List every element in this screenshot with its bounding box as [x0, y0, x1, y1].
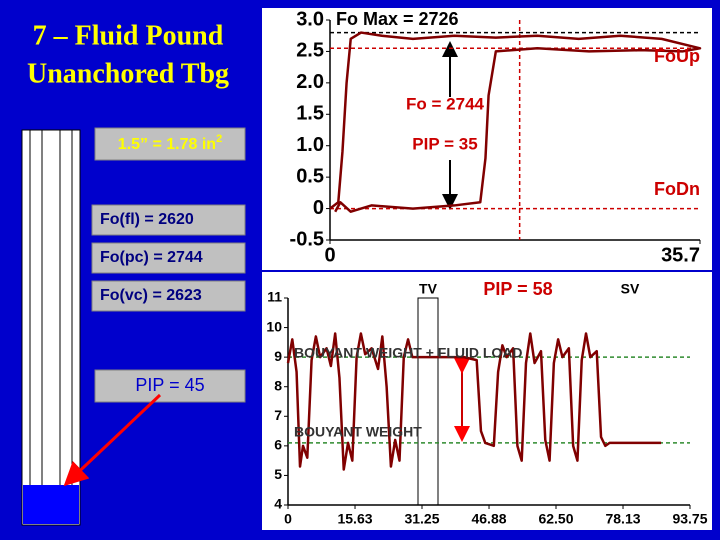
annotation: SV [621, 281, 640, 297]
annotation: BOUYANT WEIGHT + FLUID LOAD [294, 345, 523, 361]
label-box [94, 369, 246, 403]
force-label: Fo(fl) = 2620 [100, 211, 194, 228]
force-label: Fo(vc) = 2623 [100, 287, 202, 304]
y-tick-label: 1.5 [296, 103, 324, 125]
label-box [91, 204, 246, 236]
y-tick-label: 1.0 [296, 134, 324, 156]
y-tick-label: 3.0 [296, 8, 324, 30]
y-tick-label: 8 [274, 377, 282, 393]
y-tick-label: 11 [267, 289, 282, 305]
x-tick-label: 93.75 [672, 511, 707, 527]
x-tick-label: 0 [324, 244, 335, 266]
slide-title: 7 – Fluid Pound [33, 20, 224, 51]
annotation: Fo = 2744 [406, 94, 485, 113]
y-tick-label: 0 [313, 197, 324, 219]
x-tick-label: 62.50 [538, 511, 573, 527]
slide-title: Unanchored Tbg [27, 58, 229, 89]
annotation: BOUYANT WEIGHT [294, 424, 422, 440]
annotation: PIP = 58 [483, 279, 552, 299]
area-sup: 2 [216, 133, 222, 145]
annotation: FoUp [654, 46, 700, 66]
x-tick-label: 31.25 [404, 511, 439, 527]
annotation: Fo Max = 2726 [336, 9, 459, 29]
chart-panel [262, 272, 712, 530]
y-tick-label: 2.5 [296, 40, 324, 62]
y-tick-label: -0.5 [290, 228, 324, 250]
pip-label: PIP = 45 [135, 375, 204, 395]
annotation: FoDn [654, 179, 700, 199]
y-tick-label: 2.0 [296, 71, 324, 93]
annotation: TV [419, 281, 438, 297]
y-tick-label: 10 [266, 318, 282, 334]
x-tick-label: 35.7 [661, 244, 700, 266]
area-text: 1.5” = 1.78 in [118, 136, 216, 153]
area-label: 1.5” = 1.78 in2 [118, 133, 222, 153]
y-tick-label: 0.5 [296, 165, 324, 187]
x-tick-label: 15.63 [337, 511, 372, 527]
y-tick-label: 5 [274, 466, 282, 482]
trace [286, 332, 662, 471]
y-tick-label: 6 [274, 437, 282, 453]
x-tick-label: 0 [284, 511, 292, 527]
y-tick-label: 7 [274, 407, 282, 423]
label-box [94, 127, 246, 161]
well [21, 129, 81, 526]
force-label: Fo(pc) = 2744 [100, 249, 203, 266]
label-box [91, 242, 246, 274]
x-tick-label: 46.88 [471, 511, 506, 527]
annotation: PIP = 35 [412, 134, 477, 153]
fluid [23, 485, 79, 524]
y-tick-label: 4 [274, 496, 282, 512]
trace [329, 31, 702, 213]
x-tick-label: 78.13 [605, 511, 640, 527]
pointer-arrow [63, 393, 162, 487]
y-tick-label: 9 [274, 348, 282, 364]
label-box [91, 280, 246, 312]
